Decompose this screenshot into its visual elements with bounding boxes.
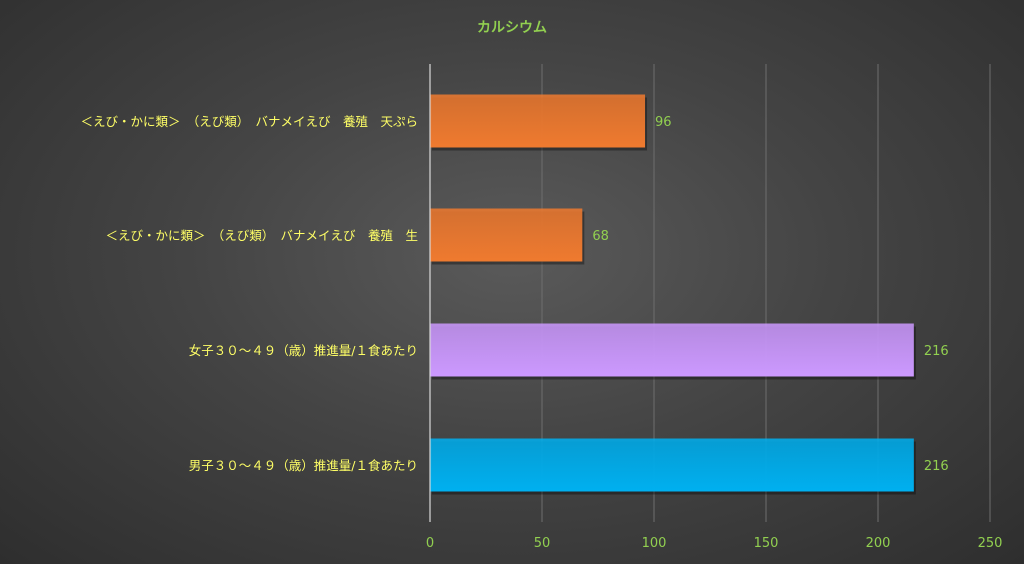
labels: 96 ＜えび・かに類＞ （えび類） バナメイえび 養殖 天ぷら 68 ＜えび・かに類＞… [80,114,1002,551]
x-tick-label-4: 200 [866,536,891,551]
category-label-1: ＜えび・かに類＞ （えび類） バナメイえび 養殖 生 [105,228,418,243]
bar-2 [430,323,914,377]
bar-0 [430,94,646,148]
chart-title: カルシウム [477,20,547,36]
x-tick-label-2: 100 [642,536,667,551]
data-label-0: 96 [655,115,672,130]
x-tick-label-3: 150 [754,536,779,551]
data-label-2: 216 [924,344,949,359]
x-tick-label-1: 50 [534,536,551,551]
x-tick-label-5: 250 [978,536,1003,551]
x-tick-label-0: 0 [426,536,434,551]
bars [430,94,916,495]
bar-1 [430,208,583,262]
category-label-2: 女子３０～４９（歳）推進量/１食あたり [189,343,418,358]
category-label-0: ＜えび・かに類＞ （えび類） バナメイえび 養殖 天ぷら [80,114,418,129]
data-label-1: 68 [592,229,609,244]
bar-3 [430,438,914,492]
data-label-3: 216 [924,459,949,474]
category-label-3: 男子３０～４９（歳）推進量/１食あたり [189,458,418,473]
